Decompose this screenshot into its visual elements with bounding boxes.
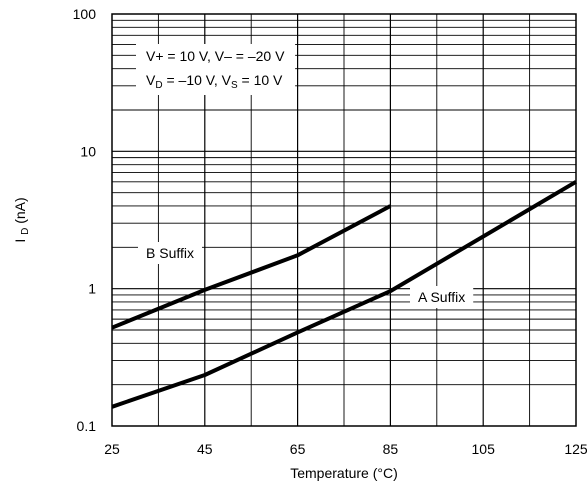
annotations: V+ = 10 V, V– = –20 V VD = –10 V, VS = 1… (136, 44, 474, 308)
plot-frame (111, 13, 577, 427)
y-tick-label: 100 (73, 6, 97, 22)
grid (112, 14, 576, 426)
series-line-b-suffix (111, 204, 392, 330)
b-suffix-label-box (138, 242, 202, 264)
series-line-a-suffix (111, 180, 578, 409)
x-tick-labels: 25 45 65 85 105 125 (104, 441, 587, 457)
condition-subscript: S (231, 80, 238, 91)
x-tick-label: 125 (564, 441, 587, 457)
y-tick-label: 10 (80, 143, 96, 159)
b-suffix-label: B Suffix (146, 245, 194, 261)
x-tick-label: 25 (104, 441, 120, 457)
condition-text: = –10 V, V (163, 72, 232, 88)
a-suffix-label: A Suffix (418, 289, 465, 305)
x-tick-label: 85 (383, 441, 399, 457)
x-tick-label: 65 (290, 441, 306, 457)
condition-line-2: VD = –10 V, VS = 10 V (146, 72, 283, 91)
x-tick-label: 105 (472, 441, 496, 457)
y-tick-label: 0.1 (77, 418, 97, 434)
y-axis-label-main: I (12, 239, 28, 243)
y-axis-label: I D (nA) (12, 197, 31, 242)
condition-line-1: V+ = 10 V, V– = –20 V (146, 48, 285, 64)
y-axis-label-rest: (nA) (12, 197, 28, 223)
conditions-box (136, 44, 296, 95)
y-tick-labels: 0.1 1 10 100 (73, 6, 97, 434)
y-axis-label-sub: D (20, 228, 31, 235)
x-tick-label: 45 (197, 441, 213, 457)
series-lines (111, 180, 578, 409)
condition-text: V+ = 10 V, V– = –20 V (146, 48, 285, 64)
y-tick-label: 1 (88, 281, 96, 297)
condition-text: = 10 V (238, 72, 283, 88)
a-suffix-label-box (410, 286, 474, 308)
x-axis-label: Temperature (°C) (290, 465, 398, 481)
condition-subscript: D (155, 80, 162, 91)
condition-text: V (146, 72, 156, 88)
